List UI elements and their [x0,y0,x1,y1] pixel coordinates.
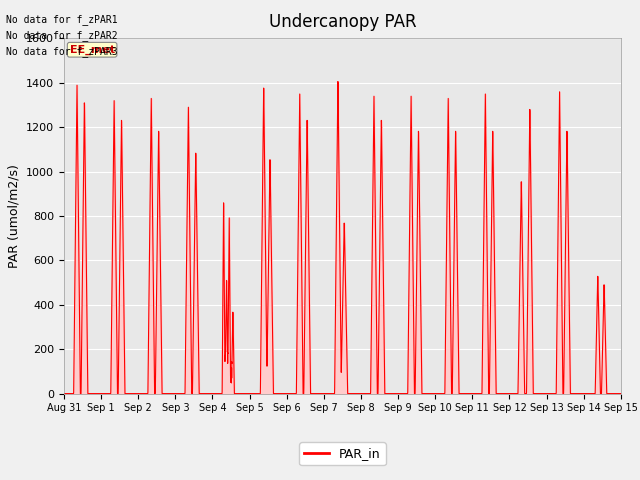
Title: Undercanopy PAR: Undercanopy PAR [269,13,416,31]
Text: EE_met: EE_met [70,45,115,55]
Text: No data for f_zPAR3: No data for f_zPAR3 [6,46,118,57]
Legend: PAR_in: PAR_in [299,443,386,466]
Y-axis label: PAR (umol/m2/s): PAR (umol/m2/s) [8,164,20,268]
Text: No data for f_zPAR1: No data for f_zPAR1 [6,14,118,25]
Text: No data for f_zPAR2: No data for f_zPAR2 [6,30,118,41]
